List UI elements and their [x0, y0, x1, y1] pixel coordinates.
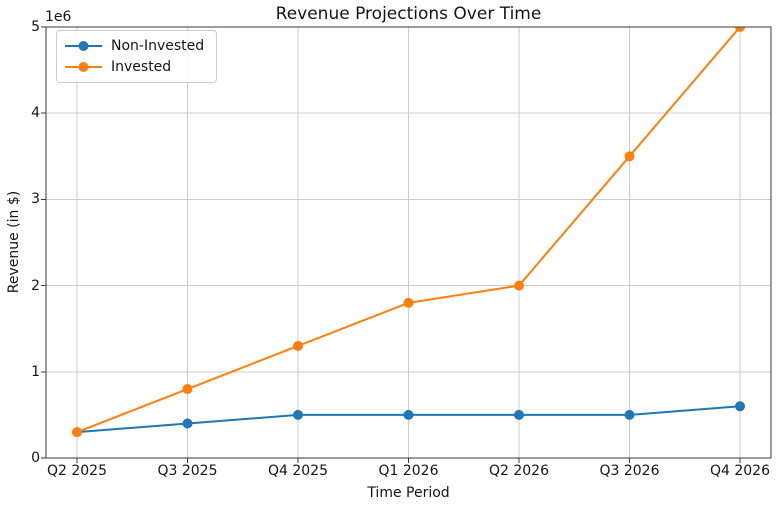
data-point	[182, 384, 193, 395]
data-point	[403, 409, 414, 420]
x-tick-label: Q2 2026	[488, 463, 550, 479]
chart-title: Revenue Projections Over Time	[275, 4, 542, 24]
data-point	[403, 297, 414, 308]
y-tick-label: 4	[31, 105, 40, 122]
x-tick-label: Q4 2025	[267, 463, 329, 479]
legend: Non-Invested Invested	[56, 30, 218, 83]
y-axis-offset-label: 1e6	[45, 9, 72, 25]
series-non-invested	[72, 401, 745, 438]
y-tick-label: 2	[31, 277, 40, 294]
legend-item-label: Invested	[111, 59, 172, 75]
legend-line-marker-icon	[65, 41, 102, 51]
legend-item: Invested	[65, 57, 204, 77]
data-point	[514, 409, 524, 420]
x-axis-label: Time Period	[367, 485, 450, 501]
plot-border	[45, 26, 772, 459]
x-tick-label: Q1 2026	[378, 463, 439, 479]
y-tick-label: 3	[31, 191, 40, 208]
x-tick-label: Q4 2026	[709, 463, 771, 479]
y-tick-label: 1	[31, 363, 40, 380]
data-point	[72, 427, 82, 438]
x-tick-label: Q3 2026	[599, 463, 660, 479]
y-tick-label: 0	[31, 450, 40, 466]
series-invested	[72, 27, 745, 438]
data-point	[624, 409, 635, 420]
data-point	[293, 409, 303, 420]
x-tick-label: Q3 2025	[157, 463, 218, 479]
legend-item: Non-Invested	[65, 36, 204, 56]
data-point	[182, 418, 193, 429]
x-tick-label: Q2 2025	[46, 463, 108, 479]
legend-item-label: Non-Invested	[111, 38, 205, 54]
data-point	[514, 280, 524, 291]
y-tick-label: 5	[31, 19, 40, 35]
legend-line-marker-icon	[65, 62, 102, 72]
data-point	[293, 340, 303, 351]
data-point	[735, 401, 745, 412]
data-point	[624, 151, 635, 162]
data-point	[735, 27, 745, 32]
